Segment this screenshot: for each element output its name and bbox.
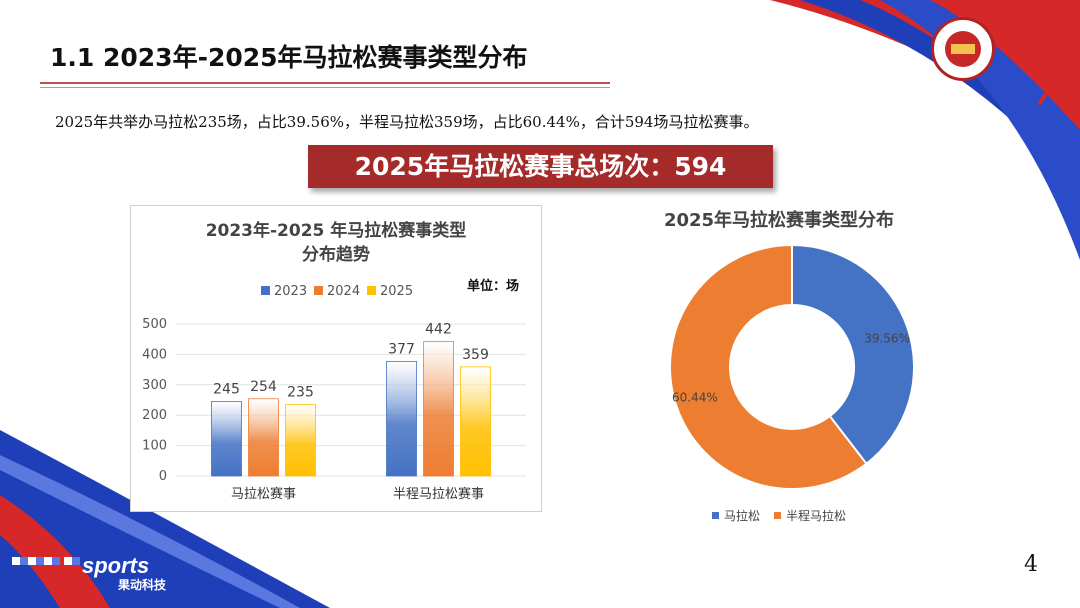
bottom-left-swoosh-blue	[0, 430, 330, 608]
bar-value-label: 442	[425, 322, 452, 338]
bar-chart-title: 2023年-2025 年马拉松赛事类型	[206, 220, 467, 241]
y-tick-label: 400	[142, 347, 167, 362]
donut-legend-swatch-0	[712, 512, 719, 519]
y-tick-label: 200	[142, 408, 167, 423]
bar-value-label: 245	[213, 382, 240, 398]
bar-2023-1	[386, 360, 417, 477]
sports-logo-checker-icon	[12, 557, 20, 565]
y-tick-label: 300	[142, 378, 167, 393]
x-category-label: 马拉松赛事	[231, 486, 296, 502]
bar-2025-0	[285, 404, 316, 477]
donut-chart-title: 2025年马拉松赛事类型分布	[664, 209, 894, 231]
title-underline	[40, 82, 610, 84]
bar-chart-subtitle: 分布趋势	[302, 244, 370, 265]
sports-logo-text: sports	[82, 553, 149, 578]
bar-value-label: 377	[388, 341, 415, 357]
bottom-left-swoosh-light	[0, 455, 300, 608]
x-category-label: 半程马拉松赛事	[393, 486, 484, 502]
donut-chart: 2025年马拉松赛事类型分布 39.56% 60.44% 马拉松 半程马拉松	[664, 209, 915, 523]
legend-swatch-2025	[367, 286, 376, 295]
top-right-swoosh-red	[770, 0, 1080, 140]
bar-2024-0	[248, 398, 279, 477]
china-athletics-logo-icon: CHINA	[1004, 28, 1056, 106]
legend-label-2024: 2024	[327, 284, 360, 299]
donut-chart-panel: 2025年马拉松赛事类型分布 39.56% 60.44% 马拉松 半程马拉松	[640, 200, 940, 535]
legend-label-2023: 2023	[274, 284, 307, 299]
bar-chart-panel: 2023年-2025 年马拉松赛事类型 分布趋势单位：场 2023 2024 2025 0…	[130, 205, 542, 512]
total-events-banner: 2025年马拉松赛事总场次：594	[308, 145, 773, 188]
sports-logo: sports 果动科技	[12, 553, 167, 592]
legend-swatch-2024	[314, 286, 323, 295]
bar-2024-1	[423, 341, 454, 477]
association-seal-icon	[931, 17, 995, 81]
bar-2023-0	[211, 401, 242, 477]
donut-value-label: 60.44%	[672, 391, 718, 405]
donut-legend-swatch-1	[774, 512, 781, 519]
donut-slice-1	[669, 243, 868, 490]
summary-text: 2025年共举办马拉松235场，占比39.56%，半程马拉松359场，占比60.…	[55, 113, 759, 131]
donut-slice-0	[791, 243, 915, 466]
bar-chart-unit-label: 单位：场	[467, 278, 519, 294]
page-title: 1.1 2023年-2025年马拉松赛事类型分布	[50, 43, 528, 72]
y-tick-label: 0	[159, 469, 167, 484]
bar-value-label: 254	[250, 379, 277, 395]
bottom-left-swoosh-red	[0, 495, 110, 608]
company-name: 果动科技	[117, 577, 167, 592]
legend-swatch-2023	[261, 286, 270, 295]
bar-value-label: 235	[287, 385, 314, 401]
bar-2025-1	[460, 366, 491, 477]
donut-legend-label-1: 半程马拉松	[786, 508, 846, 523]
y-tick-label: 100	[142, 439, 167, 454]
donut-legend-label-0: 马拉松	[724, 508, 760, 523]
legend-label-2025: 2025	[380, 284, 413, 299]
bar-value-label: 359	[462, 347, 489, 363]
y-tick-label: 500	[142, 317, 167, 332]
donut-value-label: 39.56%	[864, 331, 910, 345]
title-underline-secondary	[40, 87, 610, 88]
china-logo-text: CHINA	[1004, 37, 1042, 51]
page-number: 4	[1024, 552, 1038, 577]
